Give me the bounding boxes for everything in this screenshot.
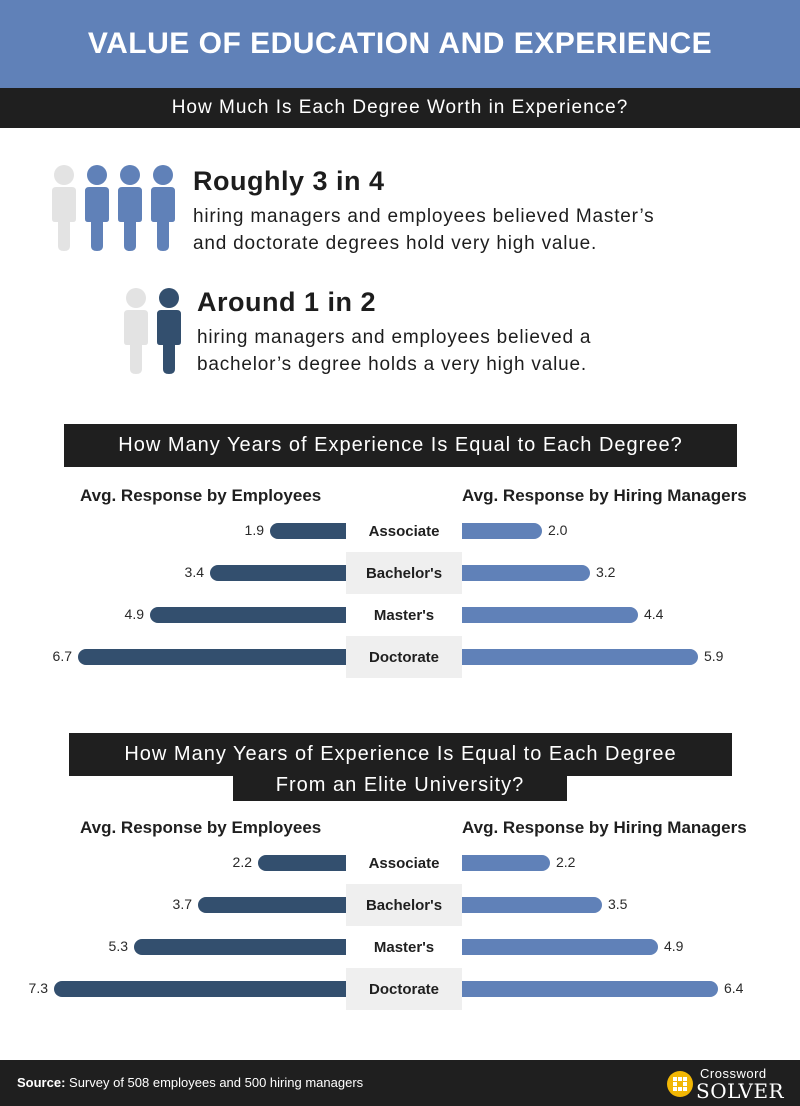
bar-hiring-managers: [462, 939, 658, 955]
value-label-employees: 3.7: [172, 896, 192, 912]
legend-hiring-managers: Avg. Response by Hiring Managers: [462, 818, 747, 837]
page-header: VALUE OF EDUCATION AND EXPERIENCE: [0, 0, 800, 88]
bar-hiring-managers: [462, 649, 698, 665]
chart-title-line1: How Many Years of Experience Is Equal to…: [69, 733, 732, 776]
stat-headline: Roughly 3 in 4: [193, 166, 385, 196]
value-label-hiring-managers: 2.0: [548, 522, 568, 538]
category-label: Bachelor's: [346, 884, 462, 926]
chart-title-text: How Many Years of Experience Is Equal to…: [124, 743, 677, 765]
value-label-hiring-managers: 4.9: [664, 938, 684, 954]
category-label: Associate: [368, 854, 440, 872]
value-label-hiring-managers: 6.4: [724, 980, 744, 996]
subheader-banner: How Much Is Each Degree Worth in Experie…: [0, 88, 800, 128]
legend-employees: Avg. Response by Employees: [80, 818, 322, 837]
people-group-2-icon: [124, 288, 181, 374]
source-note: Source: Survey of 508 employees and 500 …: [17, 1075, 363, 1090]
value-label-employees: 3.4: [184, 564, 204, 580]
value-label-employees: 7.3: [28, 980, 48, 996]
chart-title-line2: From an Elite University?: [233, 770, 567, 801]
bar-hiring-managers: [462, 897, 602, 913]
bar-employees: [150, 607, 346, 623]
category-label: Associate: [368, 522, 440, 540]
logo-text-bottom: SOLVER: [696, 1079, 785, 1103]
legend-employees: Avg. Response by Employees: [80, 486, 322, 505]
chart-title: How Many Years of Experience Is Equal to…: [64, 424, 737, 467]
logo-text-top: Crossword: [700, 1066, 767, 1081]
value-label-employees: 6.7: [52, 648, 72, 664]
stat-description-line: hiring managers and employees believed M…: [193, 206, 655, 227]
stat-description: hiring managers and employees believed a…: [197, 324, 777, 378]
crossword-grid-icon: [667, 1071, 693, 1097]
value-label-hiring-managers: 2.2: [556, 854, 576, 870]
bar-employees: [198, 897, 346, 913]
source-text: Survey of 508 employees and 500 hiring m…: [65, 1075, 364, 1090]
stat-three-in-four: Roughly 3 in 4 hiring managers and emplo…: [193, 166, 783, 257]
bar-employees: [258, 855, 346, 871]
bar-employees: [78, 649, 346, 665]
stat-description: hiring managers and employees believed M…: [193, 203, 783, 257]
page-title: VALUE OF EDUCATION AND EXPERIENCE: [87, 27, 713, 60]
source-label: Source:: [17, 1075, 66, 1090]
value-label-employees: 2.2: [232, 854, 252, 870]
category-label: Doctorate: [346, 968, 462, 1010]
bar-employees: [270, 523, 346, 539]
chart-title-text: How Many Years of Experience Is Equal to…: [118, 434, 683, 456]
legend-hiring-managers: Avg. Response by Hiring Managers: [462, 486, 747, 505]
bar-hiring-managers: [462, 981, 718, 997]
value-label-employees: 5.3: [108, 938, 128, 954]
value-label-hiring-managers: 4.4: [644, 606, 664, 622]
bar-hiring-managers: [462, 855, 550, 871]
stat-headline: Around 1 in 2: [197, 287, 377, 317]
category-label: Master's: [373, 606, 435, 624]
value-label-hiring-managers: 5.9: [704, 648, 724, 664]
stat-description-line: bachelor’s degree holds a very high valu…: [197, 354, 587, 375]
bar-hiring-managers: [462, 607, 638, 623]
crossword-solver-logo: Crossword SOLVER: [666, 1066, 786, 1103]
value-label-employees: 1.9: [244, 522, 264, 538]
stat-description-line: and doctorate degrees hold very high val…: [193, 233, 598, 254]
subheader-text: How Much Is Each Degree Worth in Experie…: [171, 97, 629, 118]
category-label: Bachelor's: [346, 552, 462, 594]
stat-one-in-two: Around 1 in 2 hiring managers and employ…: [197, 287, 777, 378]
people-group-4-icon: [52, 165, 175, 251]
bar-employees: [54, 981, 346, 997]
bar-hiring-managers: [462, 523, 542, 539]
value-label-hiring-managers: 3.5: [608, 896, 628, 912]
bar-employees: [134, 939, 346, 955]
chart-title-text: From an Elite University?: [275, 774, 525, 796]
page-footer: Source: Survey of 508 employees and 500 …: [0, 1060, 800, 1106]
bar-employees: [210, 565, 346, 581]
value-label-hiring-managers: 3.2: [596, 564, 616, 580]
category-label: Master's: [373, 938, 435, 956]
bar-hiring-managers: [462, 565, 590, 581]
value-label-employees: 4.9: [124, 606, 144, 622]
stat-description-line: hiring managers and employees believed a: [197, 327, 592, 348]
category-label: Doctorate: [346, 636, 462, 678]
